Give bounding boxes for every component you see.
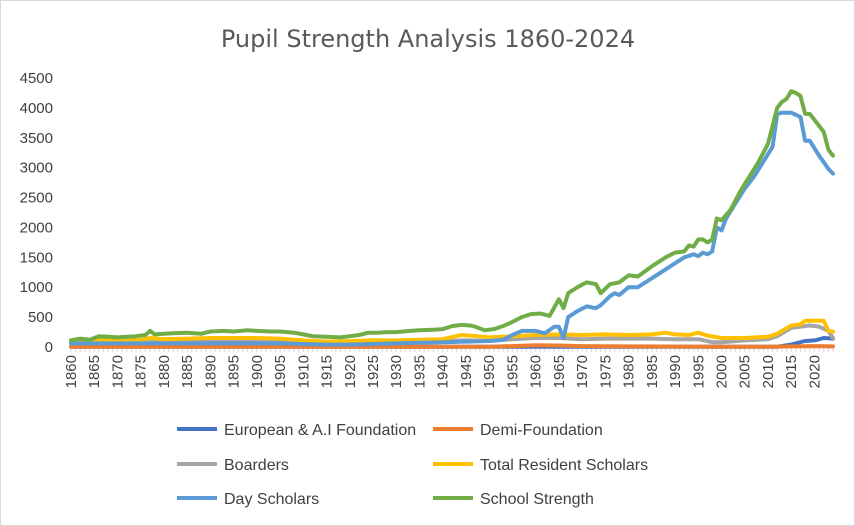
- legend-label: School Strength: [480, 491, 594, 508]
- x-tick-label: 1985: [644, 355, 661, 388]
- x-tick-label: 1965: [551, 355, 568, 388]
- x-tick-label: 1980: [621, 355, 638, 388]
- x-tick-label: 1870: [109, 355, 126, 388]
- legend-item: Day Scholars: [177, 491, 319, 508]
- x-tick-label: 1860: [63, 355, 80, 388]
- legend-item: Total Resident Scholars: [433, 457, 648, 474]
- y-axis: 0 500 1000 1500 2000 2500 3000 3500 4000 4500: [20, 70, 53, 356]
- x-tick-label: 1930: [388, 355, 405, 388]
- x-tick-label: 1950: [481, 355, 498, 388]
- legend-label: European & A.I Foundation: [224, 422, 416, 439]
- series-lines: [69, 89, 835, 349]
- series-line-school-strength: [69, 89, 835, 343]
- x-tick-label: 1935: [411, 355, 428, 388]
- chart-title: Pupil Strength Analysis 1860-2024: [221, 25, 635, 53]
- legend-item: Demi-Foundation: [433, 422, 603, 439]
- series-line-day-scholars: [69, 110, 835, 347]
- x-tick-label: 2010: [760, 355, 777, 388]
- y-tick-label: 4500: [20, 70, 53, 87]
- x-tick-label: 1865: [86, 355, 103, 388]
- legend-label: Day Scholars: [224, 491, 319, 508]
- series-line-total-resident-scholars: [69, 318, 835, 345]
- x-tick-label: 1940: [435, 355, 452, 388]
- x-tick-label: 1895: [226, 355, 243, 388]
- x-tick-label: 1960: [528, 355, 545, 388]
- x-tick-label: 2000: [713, 355, 730, 388]
- y-tick-label: 3500: [20, 130, 53, 147]
- x-tick-label: 1910: [295, 355, 312, 388]
- legend-item: European & A.I Foundation: [177, 422, 416, 439]
- x-tick-label: 1905: [272, 355, 289, 388]
- x-tick-label: 1955: [504, 355, 521, 388]
- x-tick-label: 1885: [179, 355, 196, 388]
- y-tick-label: 500: [28, 309, 53, 326]
- y-tick-label: 0: [45, 339, 53, 356]
- series-line-demi-foundation: [69, 343, 835, 349]
- x-tick-label: 1900: [249, 355, 266, 388]
- x-tick-label: 2020: [806, 355, 823, 388]
- x-tick-label: 1890: [202, 355, 219, 388]
- x-tick-label: 1995: [690, 355, 707, 388]
- x-tick-label: 2005: [737, 355, 754, 388]
- y-tick-label: 1500: [20, 249, 53, 266]
- y-tick-label: 1000: [20, 279, 53, 296]
- legend-label: Boarders: [224, 457, 289, 474]
- x-tick-label: 1990: [667, 355, 684, 388]
- x-tick-label: 1970: [574, 355, 591, 388]
- legend-item: School Strength: [433, 491, 594, 508]
- y-tick-label: 4000: [20, 100, 53, 117]
- x-tick-label: 1915: [319, 355, 336, 388]
- x-tick-label: 1880: [156, 355, 173, 388]
- legend-label: Total Resident Scholars: [480, 457, 648, 474]
- legend: European & A.I Foundation Demi-Foundation…: [177, 422, 648, 508]
- legend-label: Demi-Foundation: [480, 422, 603, 439]
- x-tick-label: 1875: [133, 355, 150, 388]
- x-tick-label: 1975: [597, 355, 614, 388]
- y-tick-label: 3000: [20, 160, 53, 177]
- x-axis: 1860 1865 1870 1875 1880 1885 1890 1895 1900 1905…: [63, 346, 834, 388]
- x-tick-label: 1925: [365, 355, 382, 388]
- legend-item: Boarders: [177, 457, 289, 474]
- y-tick-label: 2000: [20, 219, 53, 236]
- x-tick-label: 1945: [458, 355, 475, 388]
- x-tick-label: 1920: [342, 355, 359, 388]
- y-tick-label: 2500: [20, 190, 53, 207]
- x-tick-label: 2015: [783, 355, 800, 388]
